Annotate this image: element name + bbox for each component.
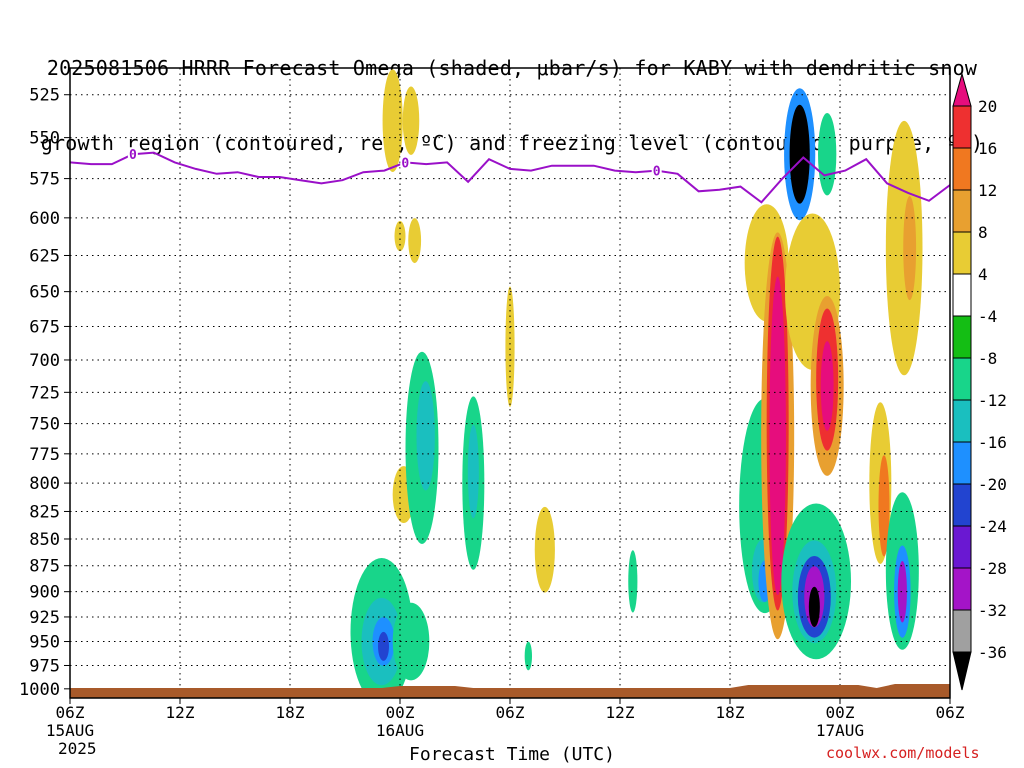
omega-cell [408,218,422,264]
colorbar-label: -8 [978,349,997,368]
y-tick-label: 550 [29,129,60,149]
omega-cell [818,113,837,196]
colorbar-label: -20 [978,475,1007,494]
freezing-level-line [70,151,950,204]
x-tick-label: 12Z [606,703,635,722]
colorbar-label: 20 [978,97,997,116]
omega-cell [467,424,479,519]
colorbar-label: 12 [978,181,997,200]
omega-cell [820,341,834,431]
colorbar-label: 4 [978,265,988,284]
colorbar-bottom-arrow [952,651,972,691]
y-axis: 525 550 575 600 625 650 675 700 725 750 775 800 825 8… [19,86,70,700]
omega-cell [402,86,420,155]
terrain-strip [70,684,950,698]
freezing-level-label: 0 [129,148,137,163]
x-tick-label: 06Z [56,703,85,722]
freezing-level-label: 0 [401,156,409,171]
colorbar-bin [952,189,972,233]
freezing-level-contour: 0 0 0 [70,147,950,204]
x-tick-date-label: 16AUG [376,721,424,740]
omega-cell [897,560,907,623]
omega-shading [350,69,923,698]
colorbar-label: -12 [978,391,1007,410]
omega-cell [903,195,917,301]
y-tick-label: 725 [29,383,60,403]
x-tick-label: 18Z [276,703,305,722]
colorbar-label: 8 [978,223,988,242]
x-tick-label: 00Z [826,703,855,722]
x-tick-date-label: 15AUG [46,721,94,740]
colorbar-bin [952,231,972,275]
freezing-label-bg [400,155,411,169]
colorbar-bin [952,147,972,191]
colorbar-bin [952,525,972,569]
colorbar-bin [952,609,972,653]
freezing-level-label: 0 [653,165,661,180]
colorbar-bin [952,567,972,611]
omega-cell [416,381,435,491]
terrain-fill [70,684,950,698]
colorbar-bin [952,105,972,149]
colorbar-label: -4 [978,307,997,326]
x-tick-year-label: 2025 [58,739,97,758]
omega-cell [769,276,786,596]
y-tick-label: 975 [29,656,60,676]
y-tick-label: 675 [29,317,60,337]
y-tick-label: 900 [29,583,60,603]
omega-cell [789,104,810,204]
y-tick-label: 950 [29,633,60,653]
colorbar-bin [952,441,972,485]
x-tick-label: 06Z [936,703,965,722]
omega-cell [505,286,515,407]
x-axis-label: Forecast Time (UTC) [409,744,615,765]
freezing-label-bg [127,147,138,161]
colorbar-bin [952,357,972,401]
colorbar-label: 16 [978,139,997,158]
y-tick-label: 525 [29,86,60,106]
colorbar-label: -32 [978,601,1007,620]
omega-cell [534,506,555,593]
y-tick-label: 700 [29,351,60,371]
colorbar-bin [952,315,972,359]
y-tick-label: 750 [29,415,60,435]
y-tick-label: 800 [29,474,60,494]
omega-cell [878,455,890,557]
colorbar: 20 16 12 8 4 -4 -8 -12 -16 -20 -24 -28 -32 -36 [952,72,1007,691]
colorbar-bin [952,483,972,527]
x-tick-label: 00Z [386,703,415,722]
x-tick-label: 06Z [496,703,525,722]
x-tick-label: 18Z [716,703,745,722]
y-tick-label: 650 [29,283,60,303]
credit-text: coolwx.com/models [826,744,980,762]
freezing-label-bg [651,163,662,177]
colorbar-top-arrow [952,72,972,107]
omega-cell [378,631,389,661]
colorbar-label: -24 [978,517,1007,536]
y-tick-label: 875 [29,557,60,577]
y-tick-label: 1000 [19,680,60,700]
y-tick-label: 600 [29,209,60,229]
y-tick-label: 825 [29,502,60,522]
y-tick-label: 850 [29,530,60,550]
y-tick-label: 625 [29,246,60,266]
omega-cell [628,550,638,613]
omega-cell [394,221,406,252]
y-tick-label: 925 [29,608,60,628]
y-tick-label: 775 [29,445,60,465]
colorbar-label: -28 [978,559,1007,578]
colorbar-bin [952,273,972,317]
y-tick-label: 575 [29,170,60,190]
omega-cell [524,641,532,671]
omega-cell [808,586,820,628]
colorbar-label: -36 [978,643,1007,662]
colorbar-bin [952,399,972,443]
x-tick-date-label: 17AUG [816,721,864,740]
omega-cell [382,69,403,172]
colorbar-label: -16 [978,433,1007,452]
x-tick-label: 12Z [166,703,195,722]
